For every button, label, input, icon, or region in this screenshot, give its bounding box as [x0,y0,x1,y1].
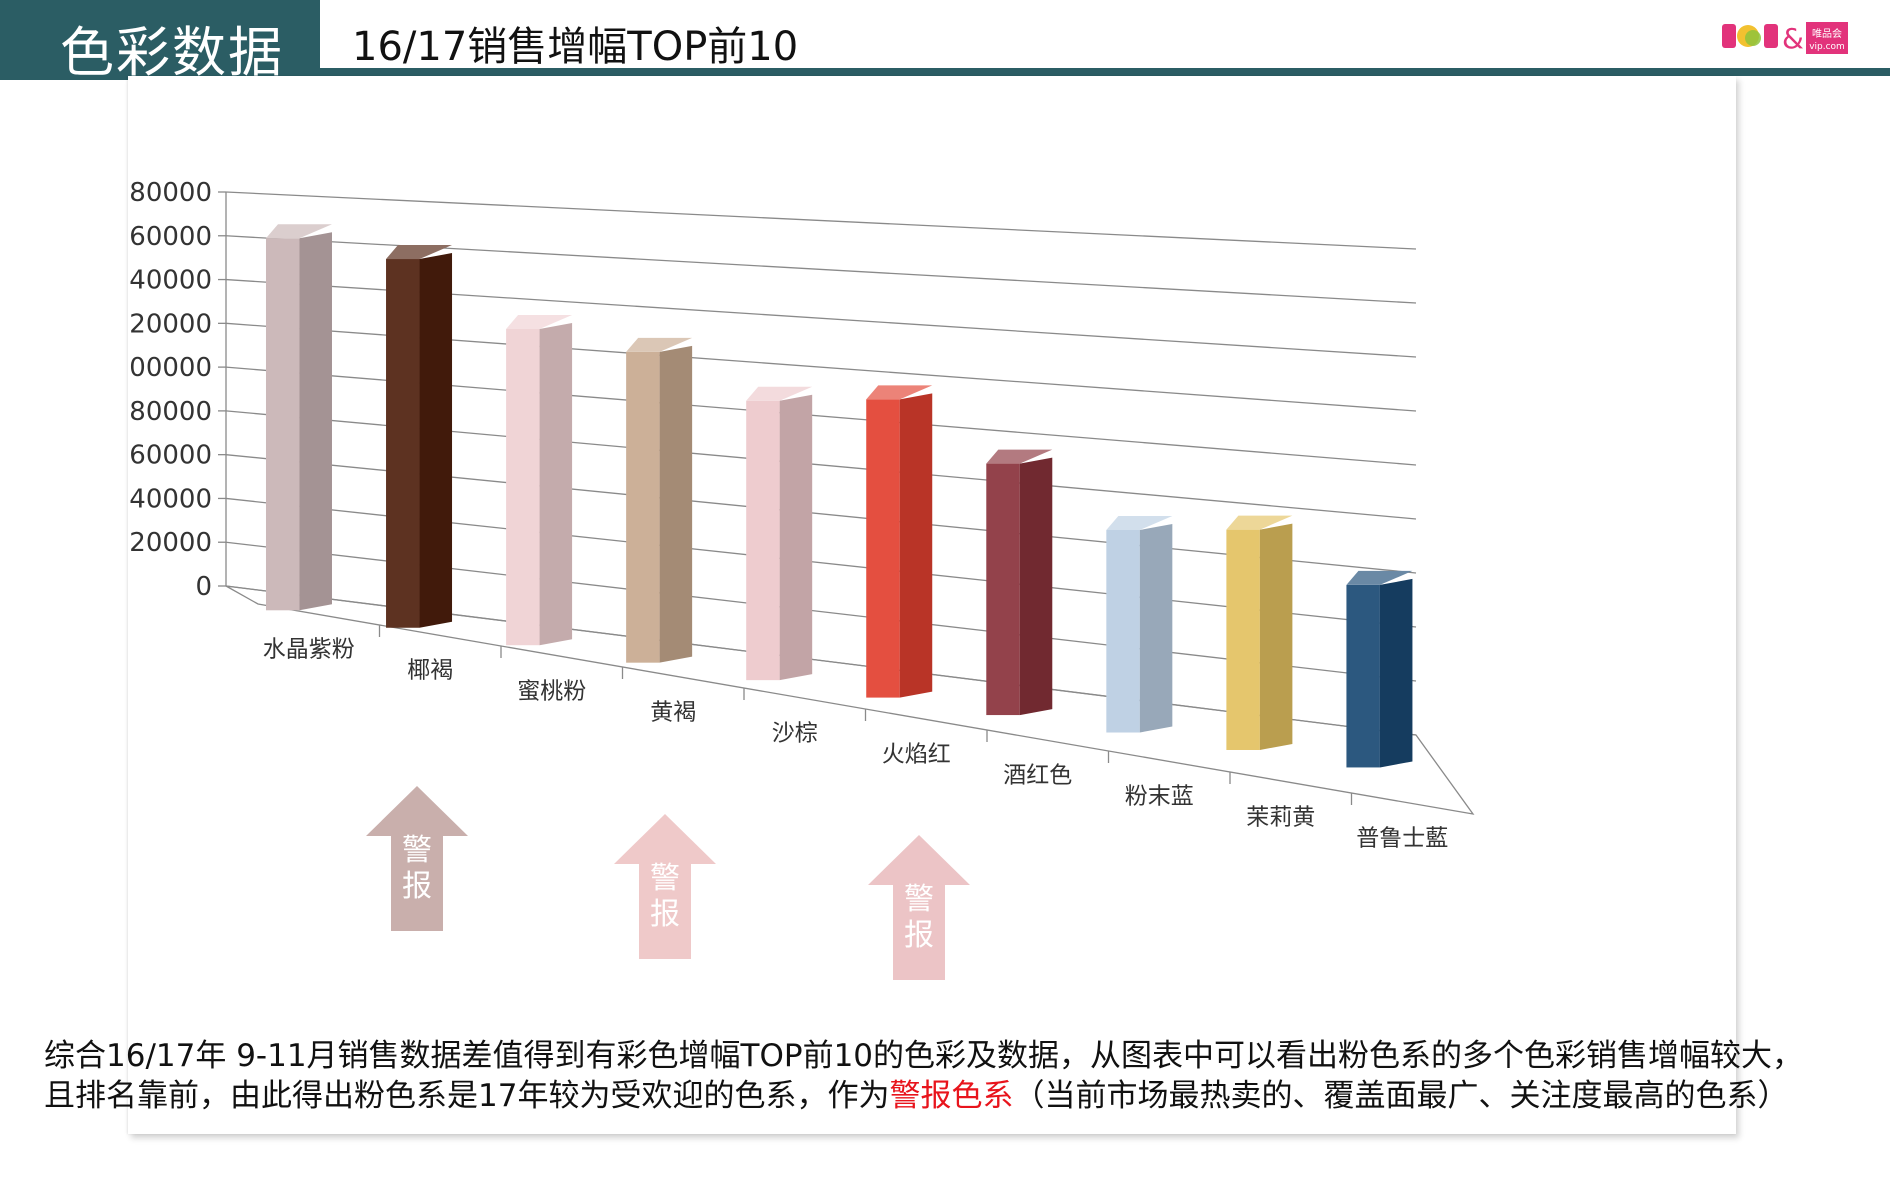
logo-letter-p2 [1764,24,1778,48]
vip-logo-box [1806,22,1848,54]
bar-top [506,314,573,329]
bar-side [419,253,453,628]
bar-front [386,259,420,628]
summary-text: 综合16/17年 9-11月销售数据差值得到有彩色增幅TOP前10的色彩及数据，… [44,1036,1824,1116]
gridline [225,191,1417,250]
bar-front [986,463,1020,716]
header-band [0,0,320,80]
x-category-label: 茉莉黄 [1246,805,1315,831]
page-subtitle: 16/17销售增幅TOP前10 [352,24,799,70]
x-category-label: 沙棕 [772,721,818,747]
header-divider [0,68,1890,76]
bar-top [1346,570,1413,585]
y-tick-label: 120000 [128,309,212,339]
x-category-label: 水晶紫粉 [263,637,355,663]
bar-side [899,393,933,698]
y-tick-label: 40000 [129,484,212,514]
x-category-label: 普鲁士藍 [1356,826,1448,852]
x-category-label: 火焰红 [882,742,951,768]
bar-side [659,345,693,663]
summary-highlight: 警报色系 [889,1078,1014,1114]
bar-front [626,351,660,663]
alert-arrow-label: 警 [904,882,934,917]
x-category-label: 粉末蓝 [1125,784,1194,810]
summary-part1: 综合16/17年 9-11月销售数据差值得到有彩色增幅TOP前10的色彩及数据，… [44,1038,1804,1114]
bar-side [1019,457,1053,716]
bar-top [866,385,933,400]
alert-arrow-label: 报 [650,897,680,932]
bar-top [626,337,693,352]
y-tick-label: 140000 [128,266,212,296]
y-tick-label: 160000 [128,222,212,252]
y-tick-label: 60000 [129,441,212,471]
bar-front [746,400,780,681]
y-tick-label: 0 [195,572,212,602]
summary-part2: （当前市场最热卖的、覆盖面最广、关注度最高的色系） [1013,1078,1789,1114]
bar-side [539,322,573,646]
bar-side [1139,523,1173,733]
chart-panel: 0 20000 40000 60000 80000 100000 120000 140000 1… [128,76,1736,1134]
alert-arrow-label: 报 [402,869,432,904]
logo-letter-p [1722,24,1736,48]
vip-logo-line2: vip.com [1809,42,1845,52]
bar-front [1106,529,1140,733]
y-tick-label: 100000 [128,353,212,383]
y-tick-label: 180000 [128,178,212,208]
alert-arrow [366,786,468,931]
alert-arrow-label: 报 [904,918,934,953]
bar-top [746,386,813,401]
bar-side [779,394,813,681]
bar-front [1226,529,1260,750]
x-category-label: 酒红色 [1003,763,1072,789]
pop-logo: & 唯品会 vip.com [1722,22,1848,55]
bar-front [866,399,900,698]
x-category-label: 椰褐 [407,658,453,684]
alert-arrow [614,814,716,959]
bar-side [1379,578,1413,768]
bar-top [265,224,332,239]
vip-logo-line1: 唯品会 [1812,27,1842,40]
alert-arrow-label: 警 [402,833,432,868]
bar-front [265,238,300,611]
x-category-label: 蜜桃粉 [517,679,586,705]
alert-arrow-label: 警 [650,861,680,896]
alert-arrow [868,835,970,980]
logo-ampersand: & [1782,22,1804,55]
y-tick-label: 80000 [129,397,212,427]
bar-chart: 0 20000 40000 60000 80000 100000 120000 140000 1… [128,178,1475,980]
x-category-label: 黄褐 [650,700,696,726]
bar-side [299,232,332,611]
bar-front [506,328,540,646]
section-title: 色彩数据 [60,21,284,84]
bar-front [1346,584,1380,768]
bar-top [986,449,1053,464]
bar-side [1259,523,1293,750]
bar-top [1226,515,1293,530]
y-tick-label: 20000 [129,528,212,558]
bar-top [1106,515,1173,530]
bar-top [386,245,453,260]
